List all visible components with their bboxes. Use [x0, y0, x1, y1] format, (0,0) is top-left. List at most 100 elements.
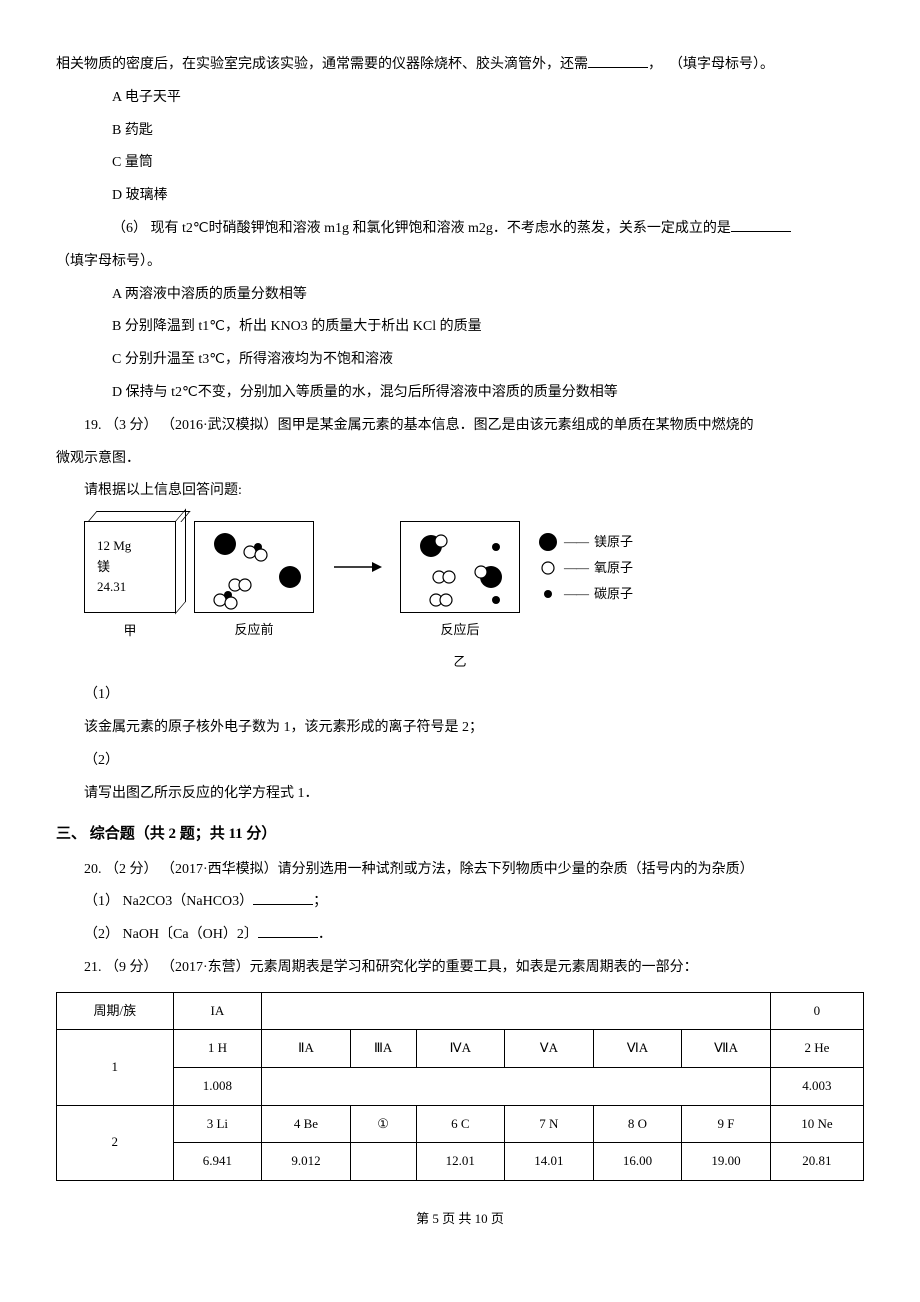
cell-circ1: ① — [350, 1105, 416, 1143]
legend-mg-text: 镁原子 — [594, 529, 633, 555]
q6-suffix: （填字母标号）。 — [56, 247, 864, 278]
q19-sub1-num: （1） — [56, 680, 864, 711]
cell-10ne-m: 20.81 — [770, 1143, 863, 1181]
option-c-1: C 量筒 — [56, 148, 864, 179]
legend-o: —— 氧原子 — [538, 555, 633, 581]
cell-va: ⅤA — [505, 1030, 594, 1068]
q20-sub2: （2） NaOH〔Ca（OH）2〕 ． — [56, 920, 864, 951]
element-card-col: 12 Mg 镁 24.31 甲 — [84, 521, 176, 646]
legend-dash-3: —— — [564, 581, 588, 607]
option-d-2: D 保持与 t2℃不变，分别加入等质量的水，混匀后所得溶液中溶质的质量分数相等 — [56, 378, 864, 409]
cell-9f: 9 F — [682, 1105, 771, 1143]
diagram-row: 12 Mg 镁 24.31 甲 反应前 — [84, 521, 864, 676]
element-name: 镁 — [97, 557, 110, 578]
cell-7n: 7 N — [505, 1105, 594, 1143]
q20-sub1-suffix: ； — [313, 894, 327, 909]
cell-period-2: 2 — [57, 1105, 174, 1180]
q20-sub1: （1） Na2CO3（NaHCO3）； — [56, 887, 864, 918]
option-b-2-text: 分别降温到 t1℃，析出 KNO3 的质量大于析出 KCl 的质量 — [125, 319, 482, 334]
legend-o-text: 氧原子 — [594, 555, 633, 581]
option-c-2: C 分别升温至 t3℃，所得溶液均为不饱和溶液 — [56, 345, 864, 376]
reaction-before-box — [194, 521, 314, 613]
cell-2he-mass: 4.003 — [770, 1067, 863, 1105]
q19-sub2-num: （2） — [56, 746, 864, 777]
reaction-before-svg — [195, 522, 315, 614]
element-3d-wrapper: 12 Mg 镁 24.31 — [84, 521, 176, 613]
cell-zero: 0 — [770, 992, 863, 1030]
option-a-1: A 电子天平 — [56, 83, 864, 114]
blank-fill-3 — [253, 891, 313, 905]
cell-viia: ⅦA — [682, 1030, 771, 1068]
legend-o-icon — [538, 558, 558, 578]
cell-empty-span — [262, 992, 771, 1030]
reaction-after-col: 反应后 乙 — [400, 521, 520, 676]
periodic-table: 周期/族 IA 0 1 1 H ⅡA ⅢA ⅣA ⅤA ⅥA ⅦA 2 He 1… — [56, 992, 864, 1181]
cell-iva: ⅣA — [416, 1030, 505, 1068]
option-c-1-text: 量筒 — [125, 155, 153, 170]
table-row: 6.941 9.012 12.01 14.01 16.00 19.00 20.8… — [57, 1143, 864, 1181]
q19-stem-a: 19. （3 分） （2016·武汉模拟）图甲是某金属元素的基本信息．图乙是由该… — [56, 411, 864, 442]
cell-2he: 2 He — [770, 1030, 863, 1068]
cell-7n-m: 14.01 — [505, 1143, 594, 1181]
table-row: 周期/族 IA 0 — [57, 992, 864, 1030]
cell-iia: ⅡA — [262, 1030, 351, 1068]
q20-sub2-text: （2） NaOH〔Ca（OH）2〕 — [84, 927, 258, 942]
element-caption: 甲 — [123, 617, 136, 646]
option-b-2: B 分别降温到 t1℃，析出 KNO3 的质量大于析出 KCl 的质量 — [56, 312, 864, 343]
cell-1h-mass: 1.008 — [173, 1067, 262, 1105]
intro-suffix-b: （填字母标号）。 — [669, 57, 774, 72]
q20-sub2-suffix: ． — [318, 927, 332, 942]
blank-fill-2 — [731, 218, 791, 232]
cell-circ1-m — [350, 1143, 416, 1181]
q19-instruction: 请根据以上信息回答问题: — [56, 476, 864, 507]
cell-1h: 1 H — [173, 1030, 262, 1068]
legend-dash-2: —— — [564, 555, 588, 581]
reaction-arrow — [332, 521, 382, 613]
q6-stem-text: （6） 现有 t2℃时硝酸钾饱和溶液 m1g 和氯化钾饱和溶液 m2g．不考虑水… — [112, 221, 731, 236]
intro-text: 相关物质的密度后，在实验室完成该实验，通常需要的仪器除烧杯、胶头滴管外，还需 — [56, 57, 588, 72]
element-card: 12 Mg 镁 24.31 — [84, 521, 176, 613]
legend-mg: —— 镁原子 — [538, 529, 633, 555]
reaction-after-label: 反应后 — [440, 616, 479, 645]
cell-4be: 4 Be — [262, 1105, 351, 1143]
cell-8o-m: 16.00 — [593, 1143, 682, 1181]
reaction-before-col: 反应前 — [194, 521, 314, 645]
section-3-heading: 三、 综合题（共 2 题；共 11 分） — [56, 818, 864, 851]
q19-sub1-text: 该金属元素的原子核外电子数为 1，该元素形成的离子符号是 2； — [56, 713, 864, 744]
table-row: 2 3 Li 4 Be ① 6 C 7 N 8 O 9 F 10 Ne — [57, 1105, 864, 1143]
option-a-1-text: 电子天平 — [125, 90, 181, 105]
cell-ia: IA — [173, 992, 262, 1030]
table-row: 1 1 H ⅡA ⅢA ⅣA ⅤA ⅥA ⅦA 2 He — [57, 1030, 864, 1068]
reaction-after-box — [400, 521, 520, 613]
reaction-before-label: 反应前 — [234, 616, 273, 645]
option-d-1-text: 玻璃棒 — [126, 188, 168, 203]
cell-4be-m: 9.012 — [262, 1143, 351, 1181]
page-footer: 第 5 页 共 10 页 — [56, 1205, 864, 1234]
legend-c-text: 碳原子 — [594, 581, 633, 607]
option-d-2-text: 保持与 t2℃不变，分别加入等质量的水，混匀后所得溶液中溶质的质量分数相等 — [126, 385, 618, 400]
element-num-sym: 12 Mg — [97, 536, 131, 557]
blank-fill-1 — [588, 54, 648, 68]
cell-9f-m: 19.00 — [682, 1143, 771, 1181]
cell-8o: 8 O — [593, 1105, 682, 1143]
legend-dash-1: —— — [564, 529, 588, 555]
legend-c: —— 碳原子 — [538, 581, 633, 607]
option-b-1-text: 药匙 — [125, 123, 153, 138]
q21-stem: 21. （9 分） （2017·东营）元素周期表是学习和研究化学的重要工具，如表… — [56, 953, 864, 984]
cell-3li: 3 Li — [173, 1105, 262, 1143]
cell-6c-m: 12.01 — [416, 1143, 505, 1181]
q6-stem: （6） 现有 t2℃时硝酸钾饱和溶液 m1g 和氯化钾饱和溶液 m2g．不考虑水… — [56, 214, 864, 245]
option-d-1: D 玻璃棒 — [56, 181, 864, 212]
arrow-icon — [332, 557, 382, 577]
option-b-1: B 药匙 — [56, 116, 864, 147]
reaction-caption: 乙 — [453, 648, 466, 677]
option-c-2-text: 分别升温至 t3℃，所得溶液均为不饱和溶液 — [125, 352, 393, 367]
cell-empty-span-2 — [262, 1067, 771, 1105]
option-a-2-text: 两溶液中溶质的质量分数相等 — [125, 287, 307, 302]
blank-fill-4 — [258, 924, 318, 938]
q19-stem-b: 微观示意图． — [56, 444, 864, 475]
q19-sub2-text: 请写出图乙所示反应的化学方程式 1． — [56, 779, 864, 810]
option-a-2: A 两溶液中溶质的质量分数相等 — [56, 280, 864, 311]
q20-stem: 20. （2 分） （2017·西华模拟）请分别选用一种试剂或方法，除去下列物质… — [56, 855, 864, 886]
cell-10ne: 10 Ne — [770, 1105, 863, 1143]
